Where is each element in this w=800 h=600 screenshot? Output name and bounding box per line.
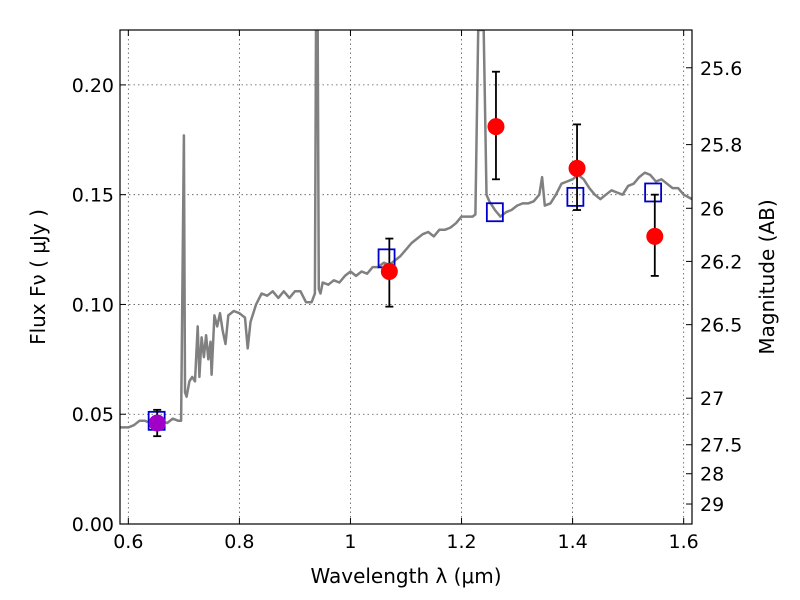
y-tick-label: 0.05 [72,404,114,426]
plot-frame [119,29,693,525]
observed-point [148,414,166,432]
observed-point [646,227,664,245]
y-tick-label: 0.20 [72,75,114,97]
x-tick-label: 1.4 [557,531,587,553]
mag-tick-label: 26 [700,198,724,220]
x-tick-label: 1.6 [669,531,699,553]
observed-point [380,263,398,281]
ticks: 0.6 0.8 1 1.2 1.4 1.6 0.00 0.05 0.10 0.15 0.20 25.6… [72,30,742,553]
observed-point [487,118,505,136]
model-square-point [566,186,585,207]
mag-tick-label: 28 [700,464,724,486]
y-axis-label: Flux Fν ( μJy ) [26,209,50,345]
mag-tick-label: 29 [700,494,724,516]
spectrum-line [120,30,692,429]
x-tick-label: 1.2 [446,531,476,553]
y-tick-label: 0.10 [72,294,114,316]
x-tick-label: 0.6 [113,531,143,553]
grid [120,30,692,525]
observed-point [568,159,586,177]
model-square-point [644,182,663,203]
mag-tick-label: 26.2 [700,251,742,273]
mag-tick-label: 27 [700,388,724,410]
x-tick-label: 1 [344,531,356,553]
mag-tick-label: 26.5 [700,315,742,337]
y-tick-label: 0.15 [72,185,114,207]
mag-tick-label: 25.6 [700,58,742,80]
mag-tick-label: 25.8 [700,135,742,157]
mag-tick-label: 27.5 [700,435,742,457]
y-axis-right-label: Magnitude (AB) [755,199,779,354]
plot-area [120,30,692,438]
x-axis-label: Wavelength λ (μm) [310,564,501,588]
model-square-point [485,202,504,223]
x-tick-label: 0.8 [224,531,254,553]
y-tick-label: 0.00 [72,514,114,536]
